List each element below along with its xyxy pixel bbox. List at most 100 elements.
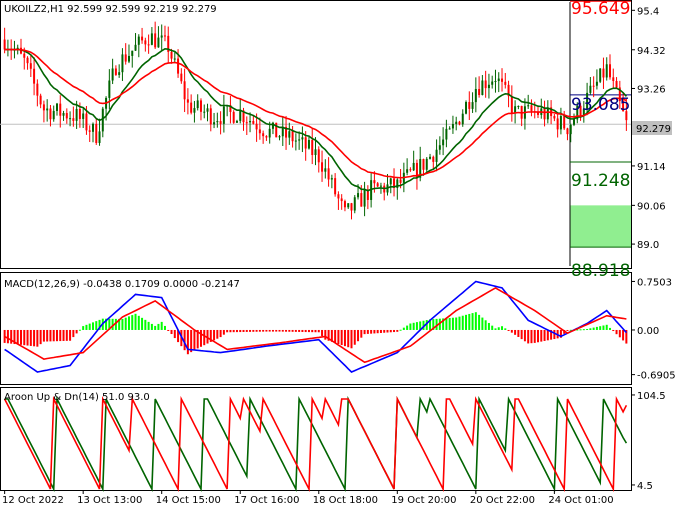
candle-body <box>321 162 324 172</box>
macd-histogram-bar <box>422 320 425 330</box>
macd-histogram-bar <box>98 319 101 330</box>
candle-body <box>337 194 340 199</box>
candle-body <box>366 189 369 200</box>
macd-histogram-bar <box>265 329 268 332</box>
macd-histogram-bar <box>262 329 265 332</box>
candle-body <box>111 68 114 81</box>
macd-histogram-bar <box>42 329 45 342</box>
macd-histogram-bar <box>311 329 314 333</box>
macd-histogram-bar <box>471 313 474 330</box>
macd-histogram-bar <box>239 329 242 333</box>
fib-label-bottom: 88.918 <box>571 261 630 281</box>
macd-histogram-bar <box>484 320 487 330</box>
fast-moving-average-line <box>4 47 627 192</box>
fib-label-low: 91.248 <box>571 171 630 191</box>
candle-body <box>206 108 209 112</box>
macd-histogram-bar <box>550 329 553 340</box>
candle-body <box>412 162 415 171</box>
price-axis-tick-label: 91.14 <box>637 162 666 173</box>
candle-body <box>173 58 176 60</box>
macd-histogram-bar <box>487 322 490 330</box>
candle-body <box>108 80 111 98</box>
candle-body <box>183 81 186 100</box>
macd-histogram-bar <box>209 329 212 342</box>
candle-body <box>465 102 468 114</box>
candle-body <box>229 105 232 112</box>
candle-body <box>209 108 212 125</box>
candle-body <box>222 106 225 124</box>
macd-histogram-bar <box>75 329 78 334</box>
candle-body <box>304 137 307 149</box>
price-axis-tick-label: 89.0 <box>637 240 659 251</box>
macd-histogram-bar <box>553 329 556 340</box>
candle-body <box>258 129 261 134</box>
candle-body <box>278 136 281 138</box>
macd-histogram-bar <box>582 329 585 331</box>
macd-histogram-bar <box>249 329 252 332</box>
candle-body <box>239 110 242 121</box>
candle-body <box>281 126 284 137</box>
candle-body <box>363 189 366 207</box>
macd-histogram-bar <box>235 329 238 333</box>
candle-body <box>514 106 517 114</box>
macd-histogram-bar <box>118 318 121 330</box>
candle-body <box>592 85 595 87</box>
macd-histogram-bar <box>504 328 507 330</box>
candle-body <box>114 68 117 75</box>
macd-histogram-bar <box>294 329 297 332</box>
candle-body <box>396 179 399 188</box>
fib-label-mid: 93.085 <box>571 95 630 115</box>
candle-body <box>265 136 268 138</box>
macd-histogram-bar <box>357 329 360 342</box>
candle-body <box>163 35 166 37</box>
candle-body <box>252 120 255 124</box>
candle-body <box>82 113 85 119</box>
candle-body <box>271 122 274 129</box>
macd-histogram-bar <box>445 318 448 330</box>
macd-histogram-bar <box>26 329 29 346</box>
macd-histogram-bar <box>347 329 350 348</box>
candle-body <box>268 128 271 138</box>
macd-histogram-bar <box>137 315 140 330</box>
candle-body <box>373 180 376 184</box>
macd-histogram-bar <box>379 329 382 333</box>
candle-body <box>553 116 556 119</box>
candle-body <box>419 159 422 178</box>
candle-body <box>118 72 121 75</box>
candle-body <box>160 35 163 38</box>
candle-body <box>232 111 235 123</box>
candle-body <box>324 168 327 172</box>
macd-histogram-bar <box>206 329 209 344</box>
candle-body <box>72 118 75 121</box>
aroon-axis-tick-label: 104.5 <box>637 391 666 402</box>
macd-histogram-bar <box>78 329 81 331</box>
candle-body <box>199 100 202 112</box>
candle-body <box>612 77 615 81</box>
macd-histogram-bar <box>13 329 16 345</box>
macd-histogram-bar <box>343 329 346 347</box>
candle-body <box>245 122 248 124</box>
fib-label-top: 95.649 <box>571 0 630 19</box>
candle-body <box>429 156 432 159</box>
price-axis-tick-label: 90.06 <box>637 201 666 212</box>
candle-body <box>546 107 549 120</box>
macd-panel <box>3 280 628 373</box>
candle-body <box>461 113 464 125</box>
candle-body <box>170 51 173 59</box>
aroon-down-line <box>3 395 628 493</box>
macd-histogram-bar <box>193 329 196 351</box>
candle-body <box>144 40 147 45</box>
candle-body <box>88 130 91 132</box>
candle-body <box>298 139 301 141</box>
candle-body <box>448 128 451 130</box>
macd-histogram-bar <box>419 321 422 330</box>
candle-body <box>327 168 330 180</box>
candle-body <box>147 44 150 46</box>
macd-histogram-bar <box>268 329 271 332</box>
macd-histogram-bar <box>186 329 189 355</box>
macd-histogram-bar <box>23 329 26 346</box>
candle-body <box>445 128 448 140</box>
candle-body <box>543 108 546 120</box>
macd-histogram-bar <box>288 329 291 332</box>
